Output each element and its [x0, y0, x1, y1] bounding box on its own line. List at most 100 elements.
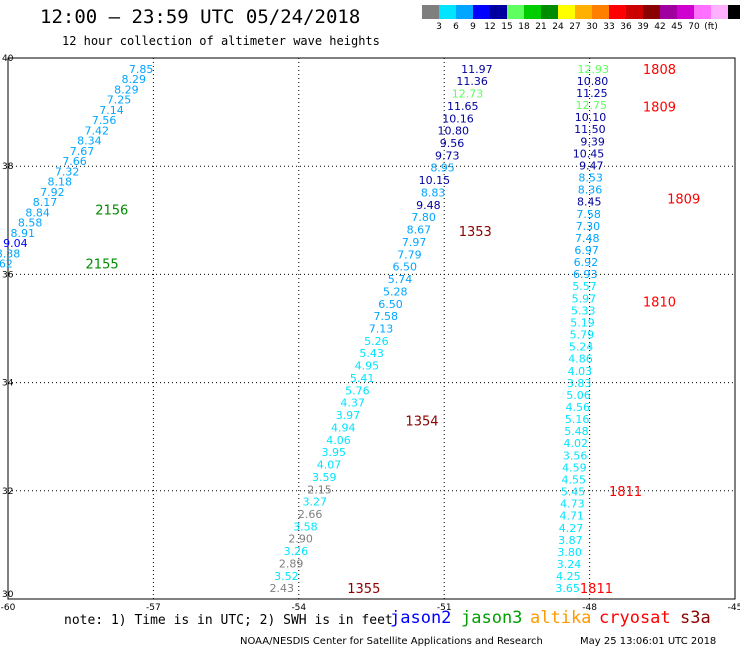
wave-height-value: 3.56 — [563, 449, 588, 462]
wave-height-value: 8.29 — [114, 83, 139, 96]
wave-height-value: 11.65 — [447, 100, 479, 113]
scale-swatch — [711, 5, 728, 19]
wave-height-value: 5.74 — [388, 273, 413, 286]
wave-height-value: 3.26 — [284, 545, 309, 558]
scale-label: 27 — [569, 22, 581, 32]
wave-height-value: 3.59 — [312, 471, 337, 484]
wave-height-value: 8.58 — [18, 217, 43, 230]
wave-height-value: 3.24 — [557, 558, 582, 571]
wave-height-value: 8.36 — [578, 184, 603, 197]
wave-height-value: 4.94 — [331, 421, 356, 434]
scale-label: 15 — [501, 22, 513, 32]
wave-height-value: 3.80 — [557, 546, 582, 559]
map-frame — [7, 57, 736, 600]
pass-time-label: 2155 — [86, 258, 119, 273]
wave-height-value: 3.58 — [293, 520, 318, 533]
wave-height-value: 2.43 — [269, 582, 294, 595]
scale-swatch — [643, 5, 660, 19]
wave-height-value: 8.17 — [33, 196, 58, 209]
scale-label: 9 — [470, 22, 476, 32]
scale-label: 42 — [654, 22, 666, 32]
wave-height-value: 5.48 — [564, 425, 589, 438]
scale-label: 24 — [552, 22, 564, 32]
lat-tick-label: 30 — [2, 590, 14, 600]
wave-height-value: 10.16 — [442, 112, 474, 125]
pass-time-label: 1809 — [667, 193, 700, 208]
map-subtitle: 12 hour collection of altimeter wave hei… — [62, 34, 380, 48]
lon-tick-label: -51 — [437, 603, 452, 610]
scale-label: 21 — [535, 22, 547, 32]
pass-time-label: 1355 — [347, 582, 380, 597]
wave-height-value: 2.66 — [298, 508, 323, 521]
wave-height-value: 12.75 — [575, 99, 607, 112]
lat-tick-label: 40 — [2, 54, 14, 64]
scale-swatch — [524, 5, 541, 19]
wave-height-value: 11.50 — [574, 123, 606, 136]
pass-time-label: 1811 — [580, 582, 613, 597]
scale-swatch — [439, 5, 456, 19]
wave-height-value: 9.04 — [3, 237, 28, 250]
map-title: 12:00 – 23:59 UTC 05/24/2018 — [40, 6, 361, 28]
wave-height-value: 8.45 — [577, 196, 602, 209]
wave-height-value: 3.52 — [274, 570, 299, 583]
pass-time-label: 1354 — [405, 414, 438, 429]
scale-swatch — [626, 5, 643, 19]
wave-height-value: 3.27 — [303, 496, 328, 509]
wave-height-value: 5.24 — [569, 341, 594, 354]
scale-label: 45 — [671, 22, 683, 32]
scale-swatch — [541, 5, 558, 19]
wave-height-value: 4.02 — [564, 437, 589, 450]
wave-height-value: 5.45 — [561, 486, 586, 499]
wave-height-value: 7.92 — [40, 186, 65, 199]
wave-height-value: 7.32 — [55, 165, 80, 178]
scale-label: 18 — [518, 22, 530, 32]
wave-height-value: 4.55 — [561, 473, 586, 486]
wave-height-value: 9.47 — [579, 159, 604, 172]
wave-height-value: 3.87 — [558, 534, 583, 547]
scale-label: 3 — [436, 22, 442, 32]
scale-swatch — [490, 5, 507, 19]
pass-time-label: 1808 — [643, 63, 676, 78]
lon-tick-label: -45 — [728, 603, 740, 610]
scale-label: 12 — [484, 22, 496, 32]
wave-height-value: 4.25 — [556, 570, 581, 583]
wave-height-map: -60 -57 -54 -51 -48 -454038363432307.858.298.… — [0, 54, 740, 610]
scale-swatch — [558, 5, 575, 19]
wave-height-value: 10.80 — [577, 75, 609, 88]
wave-height-value: 6.97 — [574, 244, 599, 257]
wave-height-value: 6.50 — [392, 261, 417, 274]
wave-height-value: 11.25 — [576, 87, 608, 100]
wave-height-value: 9.56 — [440, 137, 465, 150]
wave-height-value: 6.92 — [574, 256, 599, 269]
wave-height-value: 7.56 — [92, 114, 117, 127]
wave-height-value: 3.65 — [555, 582, 580, 595]
wave-height-value: 7.13 — [369, 323, 394, 336]
scale-swatch — [507, 5, 524, 19]
wave-height-value: 4.73 — [560, 498, 585, 511]
wave-height-value: 4.86 — [568, 353, 593, 366]
wave-height-value: 4.71 — [559, 510, 584, 523]
wave-height-value: 11.97 — [461, 63, 493, 76]
wave-height-value: 10.80 — [438, 125, 470, 138]
wave-height-value: 4.27 — [559, 522, 584, 535]
wave-height-value: 5.16 — [565, 413, 590, 426]
wave-height-value: 2.89 — [279, 557, 304, 570]
wave-height-value: 5.41 — [350, 372, 375, 385]
wave-height-value: 8.67 — [407, 224, 432, 237]
wave-height-value: 5.57 — [572, 280, 597, 293]
wave-height-value: 3.95 — [321, 446, 346, 459]
wave-height-value: 7.97 — [402, 236, 427, 249]
wave-height-value: 8.18 — [48, 176, 73, 189]
timestamp: May 25 13:06:01 UTC 2018 — [580, 636, 717, 647]
scale-label: 30 — [586, 22, 598, 32]
wave-height-value: 4.03 — [568, 365, 593, 378]
wave-height-value: 7.42 — [85, 124, 110, 137]
wave-height-value: 5.97 — [572, 292, 597, 305]
wave-height-value: 11.36 — [456, 75, 488, 88]
scale-swatch — [422, 5, 439, 19]
legend-s3a: s3a — [680, 608, 711, 628]
wave-height-value: 3.83 — [567, 377, 592, 390]
scale-swatch — [728, 5, 740, 19]
scale-label: 6 — [453, 22, 459, 32]
scale-swatch — [694, 5, 711, 19]
